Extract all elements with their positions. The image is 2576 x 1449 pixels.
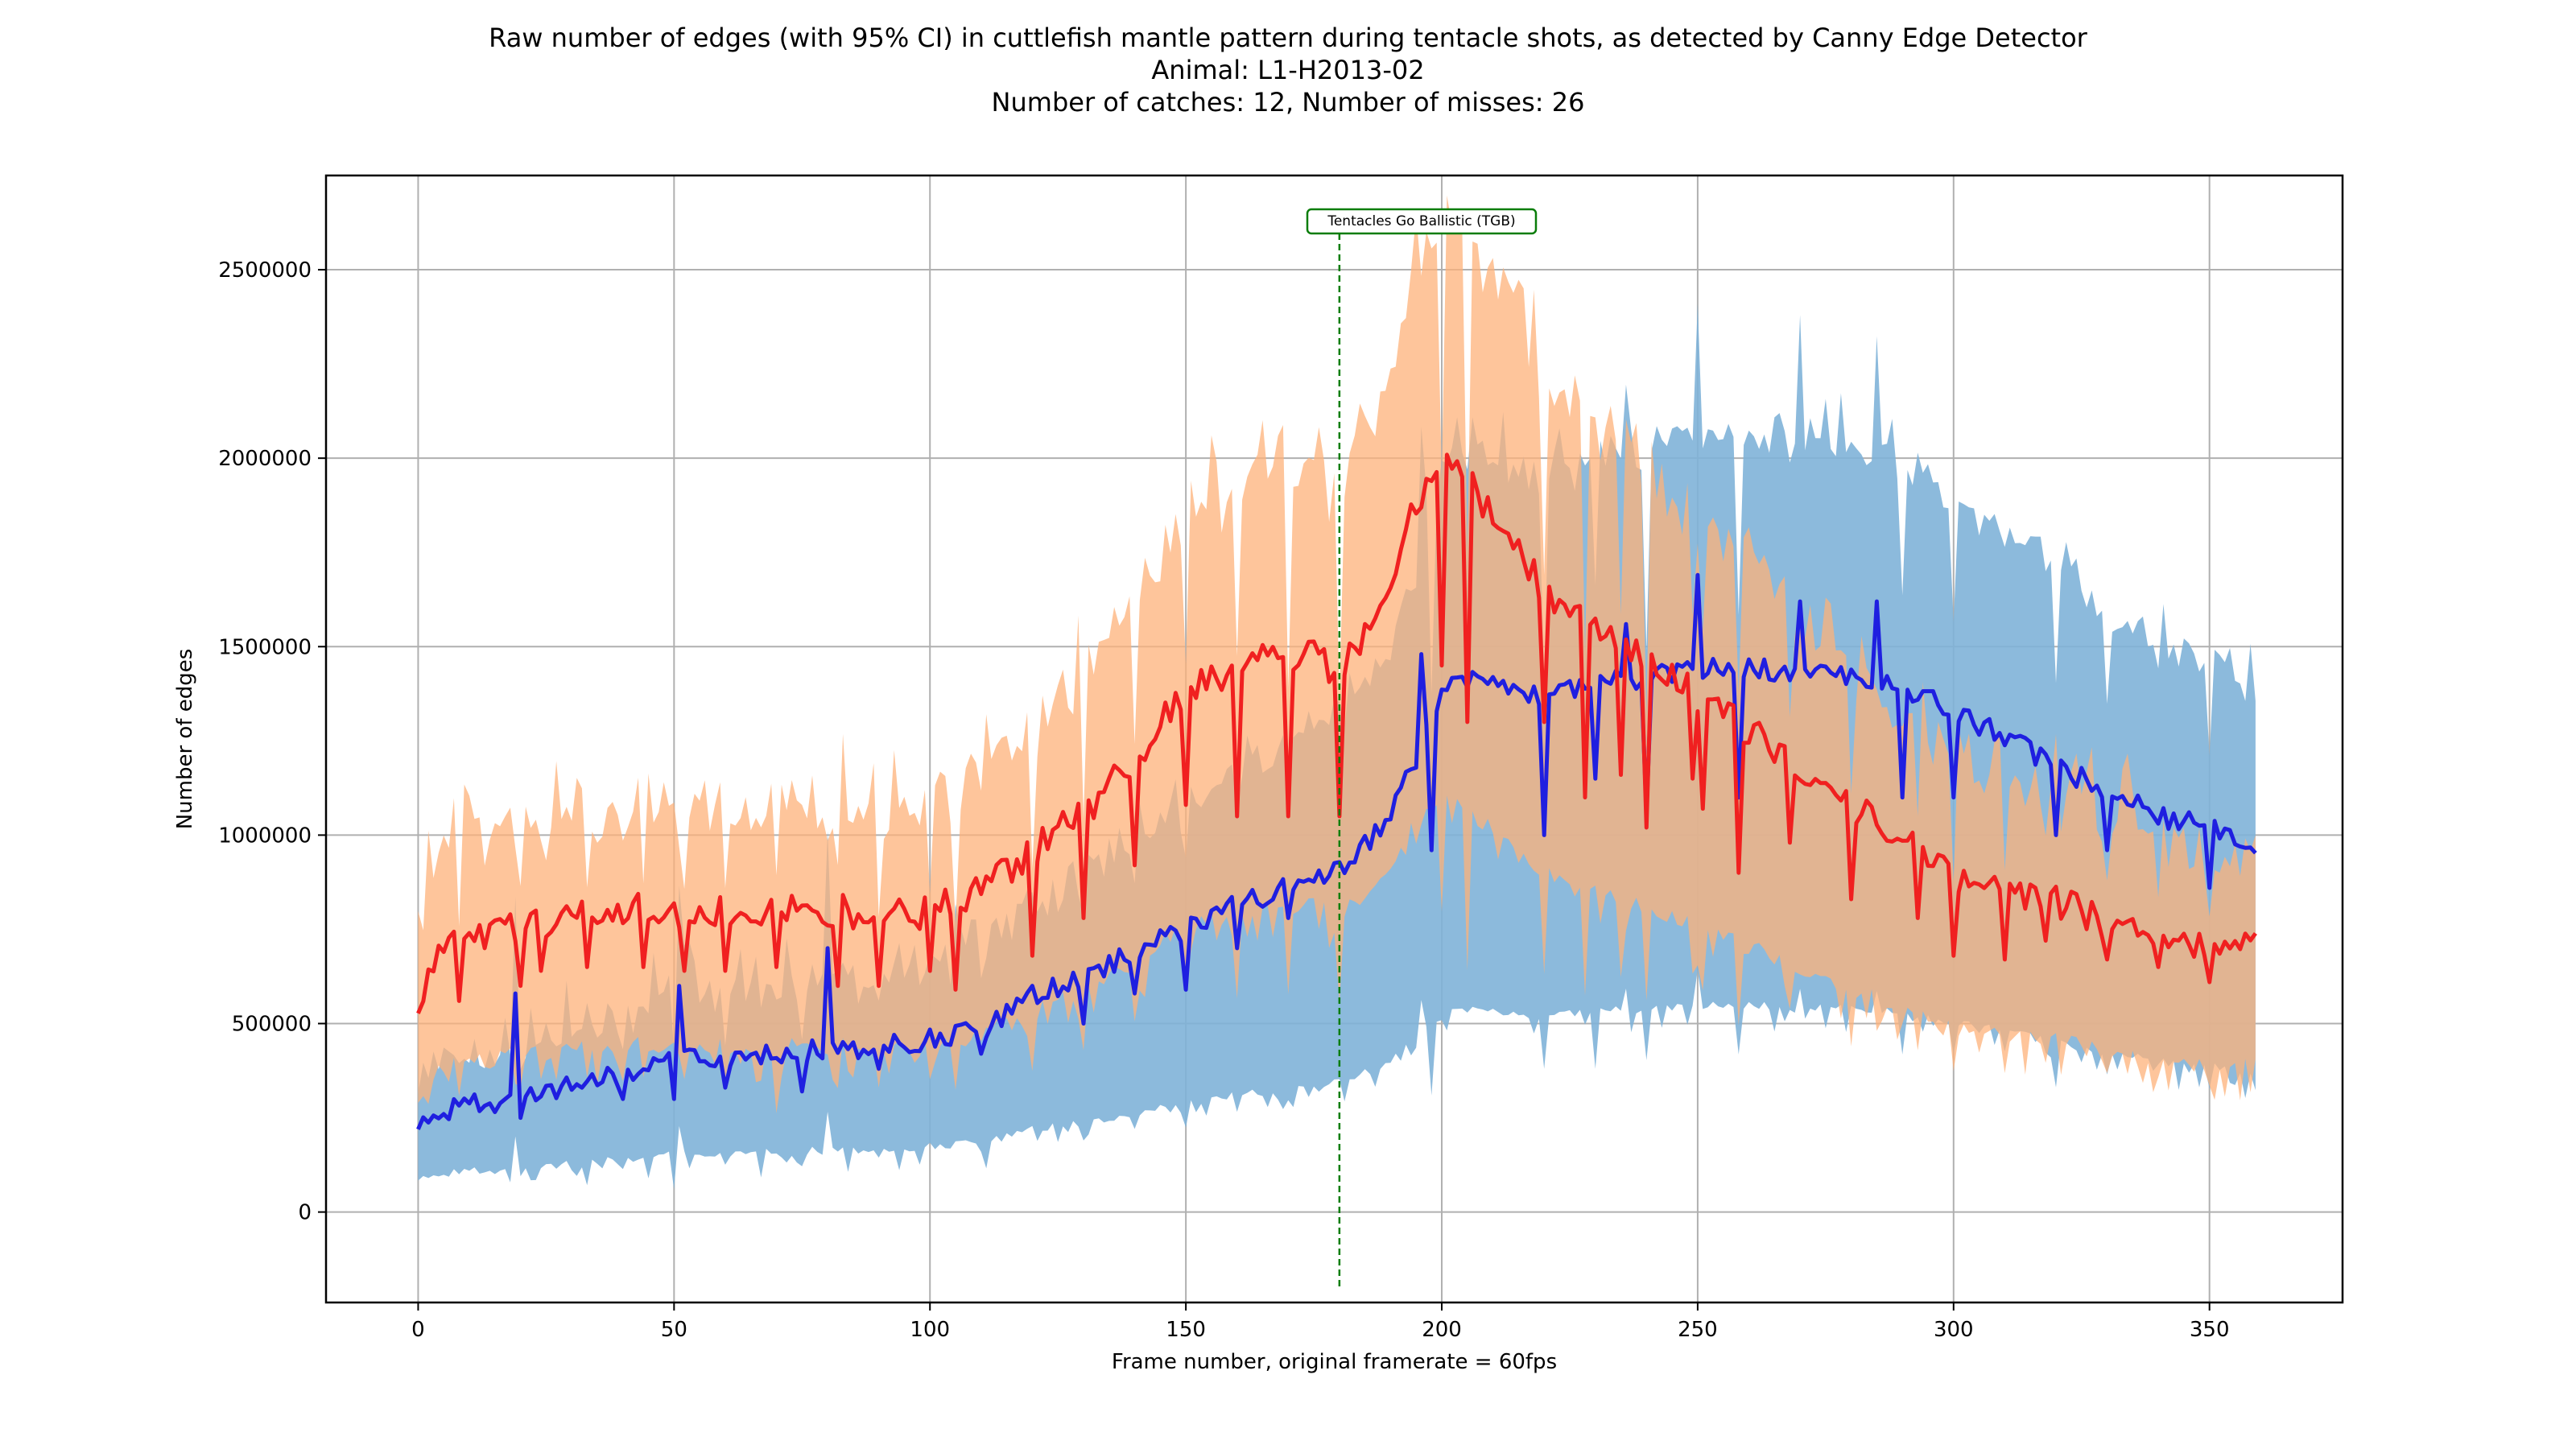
miss-mean-line — [416, 452, 2257, 1014]
annotation-layer: Tentacles Go Ballistic (TGB) — [1306, 208, 1538, 1288]
chart-title-line-2: Animal: L1-H2013-02 — [1151, 55, 1425, 85]
x-tick-label: 250 — [1678, 1318, 1718, 1342]
x-tick-label: 200 — [1422, 1318, 1462, 1342]
miss-ci-band — [418, 195, 2256, 1113]
axis-ticks: 0 50 100 150 200 250 300 350 0 500000 1000000 15000… — [218, 258, 2229, 1342]
x-tick-label: 0 — [411, 1318, 425, 1342]
x-tick-label: 150 — [1166, 1318, 1206, 1342]
tgb-annotation-label: Tentacles Go Ballistic (TGB) — [1327, 213, 1515, 229]
x-tick-label: 350 — [2190, 1318, 2230, 1342]
y-tick-label: 500000 — [232, 1013, 312, 1037]
chart-title-line-3: Number of catches: 12, Number of misses:… — [991, 87, 1585, 118]
series-lines — [416, 452, 2257, 1130]
x-axis-label: Frame number, original framerate = 60fps — [1112, 1350, 1557, 1374]
x-tick-label: 300 — [1934, 1318, 1974, 1342]
y-tick-label: 2500000 — [218, 258, 312, 283]
y-tick-label: 2000000 — [218, 447, 312, 471]
catch-mean-line — [416, 572, 2257, 1130]
plot-frame — [324, 174, 2344, 1304]
y-axis-label: Number of edges — [173, 649, 197, 830]
y-tick-label: 0 — [298, 1201, 312, 1225]
x-tick-label: 100 — [910, 1318, 950, 1342]
y-tick-label: 1000000 — [218, 824, 312, 848]
x-tick-label: 50 — [661, 1318, 687, 1342]
tgb-annotation-box — [1306, 208, 1538, 235]
chart-title-line-1: Raw number of edges (with 95% CI) in cut… — [489, 23, 2087, 53]
y-tick-label: 1500000 — [218, 635, 312, 659]
